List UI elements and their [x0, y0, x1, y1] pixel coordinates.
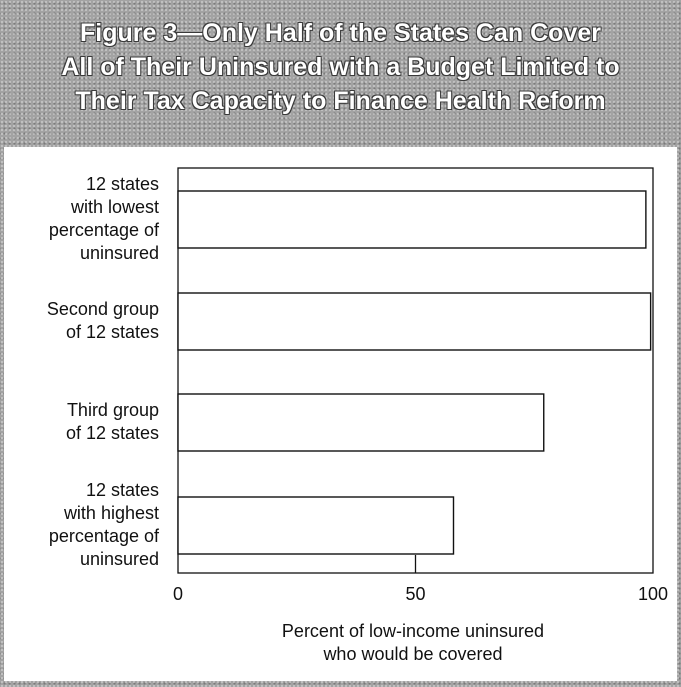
category-label-line: Second group — [47, 299, 159, 319]
category-label-4: 12 states with highest percentage of uninsu… — [49, 480, 160, 569]
bar-3 — [177, 393, 545, 452]
category-label-line: with highest — [63, 503, 159, 523]
category-label-line: 12 states — [86, 174, 159, 194]
category-label-line: percentage of — [49, 526, 160, 546]
bar-4 — [177, 496, 455, 555]
title-line-3: Their Tax Capacity to Finance Health Ref… — [75, 87, 606, 115]
x-tick-label: 100 — [638, 584, 668, 604]
category-label-line: Third group — [67, 400, 159, 420]
bar-2 — [177, 292, 652, 351]
category-label-line: 12 states — [86, 480, 159, 500]
x-tick-label: 50 — [405, 584, 425, 604]
category-label-line: uninsured — [80, 243, 159, 263]
category-label-1: 12 states with lowest percentage of uninsur… — [49, 174, 160, 263]
x-tick-label: 0 — [173, 584, 183, 604]
chart-title: Figure 3—Only Half of the States Can Cov… — [0, 16, 681, 118]
category-label-line: percentage of — [49, 220, 160, 240]
title-line-1: Figure 3—Only Half of the States Can Cov… — [80, 19, 601, 47]
category-label-line: uninsured — [80, 549, 159, 569]
category-label-line: of 12 states — [66, 322, 159, 342]
category-label-line: with lowest — [70, 197, 159, 217]
category-label-2: Second group of 12 states — [47, 299, 159, 342]
bar-1 — [177, 190, 647, 249]
category-label-line: of 12 states — [66, 423, 159, 443]
x-axis-title-line: Percent of low-income uninsured — [282, 621, 544, 641]
title-line-2: All of Their Uninsured with a Budget Lim… — [61, 53, 620, 81]
x-axis-title-line: who would be covered — [322, 644, 502, 664]
category-label-3: Third group of 12 states — [66, 400, 159, 443]
